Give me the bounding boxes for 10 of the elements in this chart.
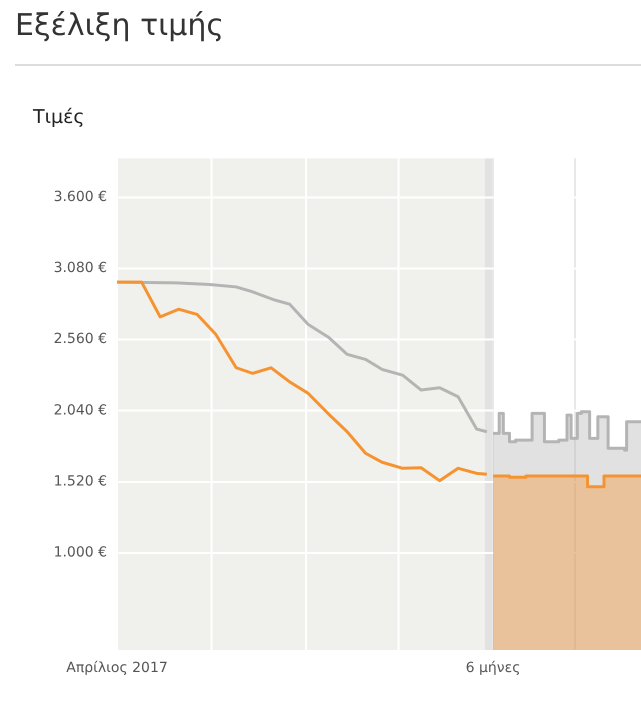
- y-tick-label: 2.560 €: [54, 331, 107, 348]
- y-tick-label: 2.040 €: [54, 402, 107, 418]
- y-tick-label: 3.600 €: [54, 189, 107, 206]
- x-tick-label: Απρίλιος 2017: [66, 660, 168, 676]
- y-axis-title: Τιμές: [33, 106, 85, 128]
- y-tick-label: 3.080 €: [54, 260, 107, 276]
- y-tick-label: 1.520 €: [54, 473, 107, 490]
- chart-title: Εξέλιξη τιμής: [15, 8, 224, 43]
- y-tick-label: 1.000 €: [54, 544, 107, 561]
- x-tick-label: 6 μήνες: [466, 660, 520, 676]
